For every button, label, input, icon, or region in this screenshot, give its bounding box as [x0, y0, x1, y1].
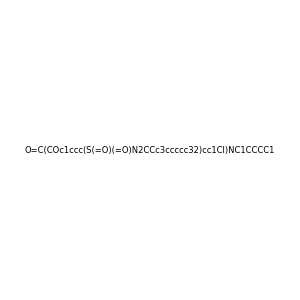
Text: O=C(COc1ccc(S(=O)(=O)N2CCc3ccccc32)cc1Cl)NC1CCCC1: O=C(COc1ccc(S(=O)(=O)N2CCc3ccccc32)cc1Cl… [25, 146, 275, 154]
